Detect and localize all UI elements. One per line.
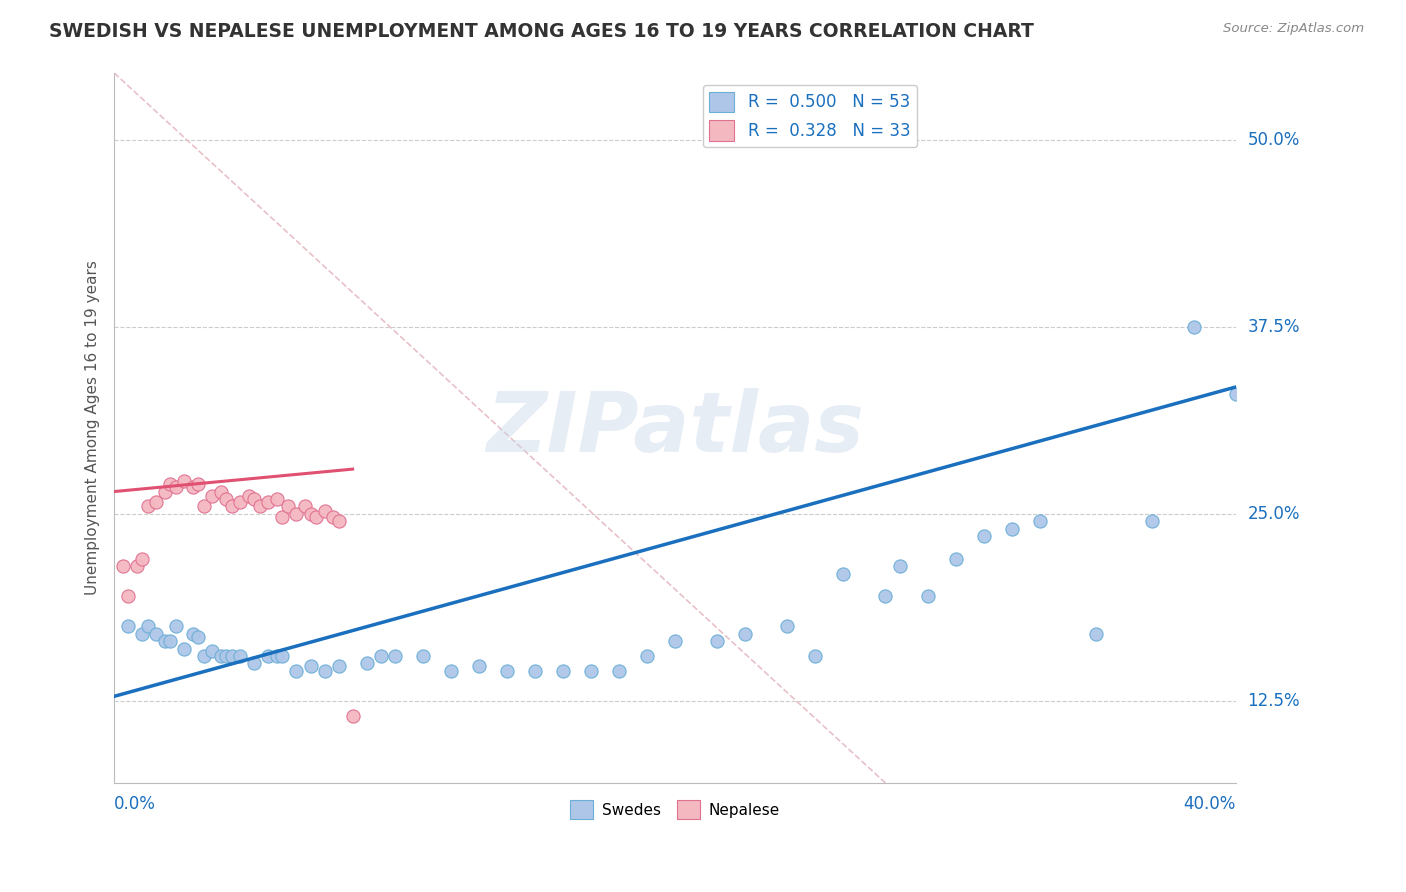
Point bbox=[153, 634, 176, 648]
Point bbox=[299, 507, 322, 521]
Point bbox=[1084, 626, 1107, 640]
Point bbox=[201, 489, 224, 503]
Point bbox=[266, 648, 288, 663]
Point bbox=[440, 664, 463, 678]
Point bbox=[551, 664, 574, 678]
Text: SWEDISH VS NEPALESE UNEMPLOYMENT AMONG AGES 16 TO 19 YEARS CORRELATION CHART: SWEDISH VS NEPALESE UNEMPLOYMENT AMONG A… bbox=[49, 22, 1033, 41]
Point bbox=[193, 500, 215, 514]
Text: 40.0%: 40.0% bbox=[1184, 795, 1236, 813]
Point bbox=[215, 491, 238, 506]
Point bbox=[342, 708, 364, 723]
Point bbox=[468, 659, 491, 673]
Point bbox=[131, 551, 153, 566]
Point bbox=[523, 664, 546, 678]
Text: 25.0%: 25.0% bbox=[1247, 505, 1299, 523]
Point bbox=[187, 477, 209, 491]
Point bbox=[215, 648, 238, 663]
Point bbox=[1140, 515, 1163, 529]
Point bbox=[181, 626, 204, 640]
Point bbox=[111, 559, 134, 574]
Text: 0.0%: 0.0% bbox=[114, 795, 156, 813]
Point bbox=[125, 559, 148, 574]
Point bbox=[889, 559, 911, 574]
Point bbox=[384, 648, 406, 663]
Point bbox=[249, 500, 271, 514]
Point bbox=[165, 619, 187, 633]
Point bbox=[285, 664, 308, 678]
Point bbox=[266, 491, 288, 506]
Point bbox=[579, 664, 602, 678]
Point bbox=[145, 626, 167, 640]
Point bbox=[314, 504, 336, 518]
Point bbox=[917, 589, 939, 603]
Point bbox=[221, 500, 243, 514]
Point bbox=[136, 619, 159, 633]
Point bbox=[271, 510, 294, 524]
Point bbox=[706, 634, 728, 648]
Point bbox=[832, 566, 855, 581]
Point bbox=[973, 529, 995, 543]
Point bbox=[187, 630, 209, 644]
Point bbox=[117, 589, 139, 603]
Point bbox=[209, 648, 232, 663]
Point bbox=[243, 657, 266, 671]
Point bbox=[314, 664, 336, 678]
Point bbox=[322, 510, 344, 524]
Point bbox=[173, 474, 195, 488]
Text: Source: ZipAtlas.com: Source: ZipAtlas.com bbox=[1223, 22, 1364, 36]
Point bbox=[229, 648, 252, 663]
Point bbox=[734, 626, 756, 640]
Point bbox=[875, 589, 897, 603]
Y-axis label: Unemployment Among Ages 16 to 19 years: Unemployment Among Ages 16 to 19 years bbox=[86, 260, 100, 596]
Point bbox=[1001, 522, 1024, 536]
Point bbox=[193, 648, 215, 663]
Point bbox=[243, 491, 266, 506]
Point bbox=[664, 634, 686, 648]
Point bbox=[1182, 320, 1205, 334]
Point bbox=[328, 515, 350, 529]
Point bbox=[776, 619, 799, 633]
Text: 50.0%: 50.0% bbox=[1247, 131, 1299, 149]
Point bbox=[136, 500, 159, 514]
Point bbox=[277, 500, 299, 514]
Point bbox=[271, 648, 294, 663]
Point bbox=[804, 648, 827, 663]
Text: 37.5%: 37.5% bbox=[1247, 318, 1299, 336]
Point bbox=[238, 489, 260, 503]
Point bbox=[285, 507, 308, 521]
Point bbox=[257, 648, 280, 663]
Text: ZIPatlas: ZIPatlas bbox=[486, 387, 865, 468]
Point bbox=[636, 648, 658, 663]
Point bbox=[145, 495, 167, 509]
Point bbox=[165, 480, 187, 494]
Point bbox=[305, 510, 328, 524]
Legend: Swedes, Nepalese: Swedes, Nepalese bbox=[564, 794, 786, 825]
Point bbox=[221, 648, 243, 663]
Point bbox=[1029, 515, 1052, 529]
Point bbox=[117, 619, 139, 633]
Point bbox=[328, 659, 350, 673]
Point bbox=[607, 664, 630, 678]
Point bbox=[370, 648, 392, 663]
Point bbox=[153, 484, 176, 499]
Point bbox=[495, 664, 517, 678]
Point bbox=[356, 657, 378, 671]
Point bbox=[209, 484, 232, 499]
Point bbox=[173, 641, 195, 656]
Point bbox=[1225, 387, 1247, 401]
Point bbox=[299, 659, 322, 673]
Point bbox=[159, 634, 181, 648]
Point bbox=[412, 648, 434, 663]
Point bbox=[229, 495, 252, 509]
Text: 12.5%: 12.5% bbox=[1247, 692, 1301, 710]
Point bbox=[294, 500, 316, 514]
Point bbox=[159, 477, 181, 491]
Point bbox=[131, 626, 153, 640]
Point bbox=[201, 644, 224, 658]
Point bbox=[257, 495, 280, 509]
Point bbox=[945, 551, 967, 566]
Point bbox=[181, 480, 204, 494]
